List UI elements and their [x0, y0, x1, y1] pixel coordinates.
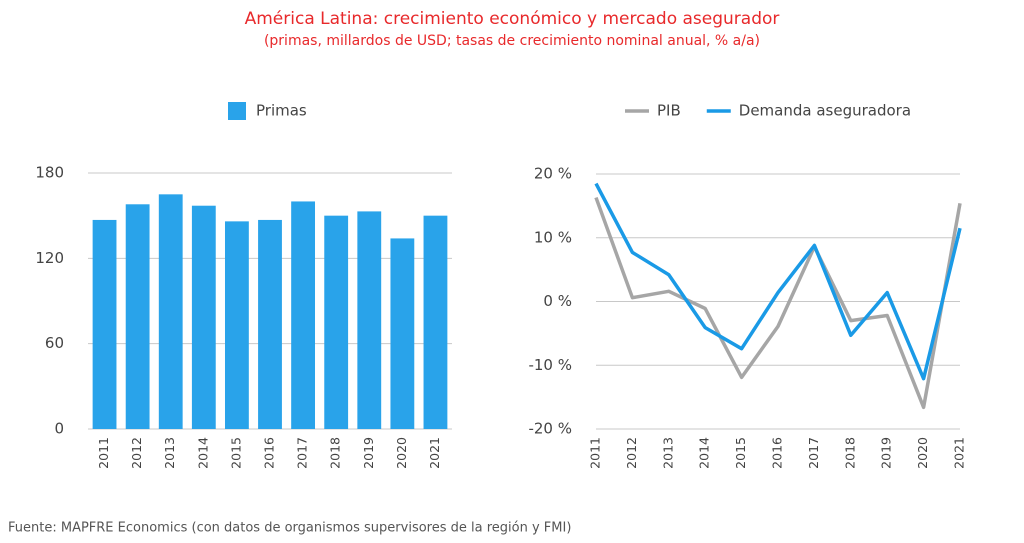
x-tick-label: 2020	[394, 437, 409, 469]
x-tick-label: 2019	[361, 437, 376, 469]
chart-title: América Latina: crecimiento económico y …	[245, 9, 780, 29]
y-tick-label: 10 %	[534, 228, 572, 246]
y-tick-label: 0 %	[543, 292, 572, 310]
bar	[291, 201, 316, 429]
y-tick-label: 120	[35, 249, 64, 267]
bar	[158, 194, 183, 429]
y-tick-label: 20 %	[534, 165, 572, 183]
y-tick-label: 60	[45, 334, 64, 352]
x-tick-label: 2021	[952, 437, 967, 469]
x-tick-label: 2013	[660, 437, 675, 469]
bar	[324, 215, 349, 429]
x-tick-label: 2019	[879, 437, 894, 469]
x-tick-label: 2018	[842, 437, 857, 469]
x-tick-label: 2011	[588, 437, 603, 469]
legend-label: PIB	[657, 102, 681, 120]
bar	[125, 204, 150, 429]
legend-swatch	[228, 102, 246, 120]
x-tick-label: 2015	[733, 437, 748, 469]
x-tick-label: 2017	[806, 437, 821, 469]
x-tick-label: 2020	[915, 437, 930, 469]
y-tick-label: 0	[54, 420, 64, 438]
y-tick-label: -10 %	[528, 356, 572, 374]
x-tick-label: 2014	[195, 437, 210, 469]
bar	[357, 211, 382, 429]
x-tick-label: 2016	[262, 437, 277, 469]
x-tick-label: 2017	[295, 437, 310, 469]
bar	[423, 215, 448, 429]
x-tick-label: 2012	[129, 437, 144, 469]
legend-label: Primas	[256, 102, 307, 120]
line-series	[594, 196, 962, 410]
y-tick-label: -20 %	[528, 420, 572, 438]
bar	[390, 238, 415, 429]
chart-subtitle: (primas, millardos de USD; tasas de crec…	[264, 33, 760, 49]
x-tick-label: 2011	[96, 437, 111, 469]
legend-label: Demanda aseguradora	[739, 102, 911, 120]
x-tick-label: 2012	[624, 437, 639, 469]
x-tick-label: 2016	[770, 437, 785, 469]
x-tick-label: 2015	[228, 437, 243, 469]
y-tick-label: 180	[35, 164, 64, 182]
bar	[258, 219, 282, 429]
x-tick-label: 2014	[697, 437, 712, 469]
source-note: Fuente: MAPFRE Economics (con datos de o…	[8, 521, 571, 536]
x-tick-label: 2018	[328, 437, 343, 469]
bar	[191, 205, 216, 429]
x-tick-label: 2013	[162, 437, 177, 469]
x-tick-label: 2021	[427, 437, 442, 469]
line-series	[594, 182, 962, 381]
bar	[92, 219, 117, 429]
bar	[224, 221, 249, 429]
